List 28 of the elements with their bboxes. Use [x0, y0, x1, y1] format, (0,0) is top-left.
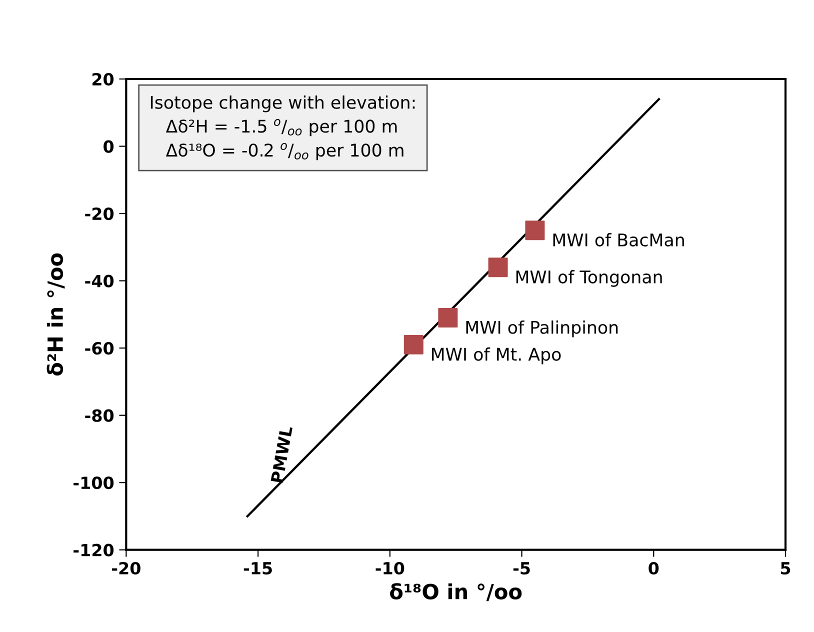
y-tick-label: -100	[74, 476, 114, 490]
series-label: MWI of Palinpinon	[466, 320, 618, 338]
point	[438, 308, 458, 328]
annotation: Δδ¹⁸O = -0.2 $^{o}$/$_{oo}$ per 100 m	[166, 143, 404, 160]
annotation: Δδ²H = -1.5 $^{o}$/$_{oo}$ per 100 m	[166, 119, 397, 136]
x-tick-label: -10	[376, 562, 404, 575]
y-axis-title: δ²H in °/oo	[46, 253, 65, 376]
x-tick-label: 0	[648, 562, 659, 575]
y-tick-label: 20	[92, 72, 114, 86]
x-tick-label: -5	[513, 562, 530, 575]
point	[488, 258, 508, 278]
x-tick-label: 5	[781, 562, 790, 575]
y-tick-label: -40	[85, 274, 114, 288]
y-tick-label: -60	[85, 342, 114, 355]
y-tick-label: -80	[85, 409, 114, 422]
point	[404, 334, 424, 354]
y-tick-label: -120	[74, 544, 114, 556]
y-tick-label: 0	[104, 140, 114, 153]
text: PMWL	[270, 426, 292, 483]
x-axis-title: δ¹⁸O in °/oo	[390, 583, 522, 602]
x-tick-label: -15	[244, 562, 272, 575]
series-label: MWI of Tongonan	[516, 270, 662, 287]
series-label: MWI of BacMan	[553, 233, 684, 246]
annotation: Isotope change with elevation:	[150, 95, 415, 112]
y-tick-label: -20	[85, 207, 114, 220]
x-tick-label: -20	[112, 562, 140, 575]
series-label: MWI of Mt. Apo	[432, 347, 561, 364]
point	[525, 220, 545, 240]
